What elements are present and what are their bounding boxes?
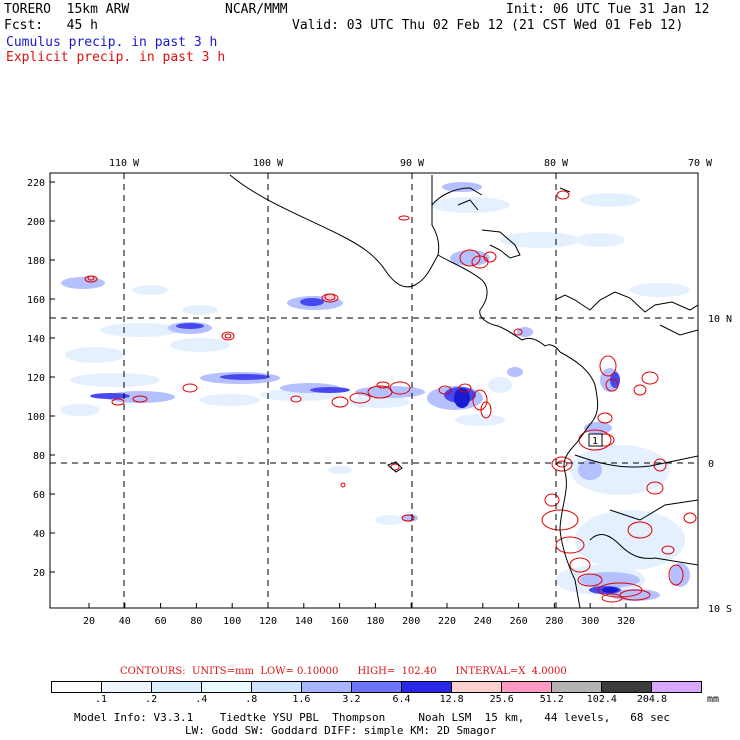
- x-tick-label: 140: [295, 616, 313, 627]
- colorbar-label: 25.6: [489, 694, 514, 705]
- colorbar-label: .1: [95, 694, 108, 705]
- axis-ticks: 20 40 60 80 100 120 140 160 180 200 220 240 260 280 30…: [27, 158, 732, 627]
- colorbar-label: .2: [145, 694, 158, 705]
- lon-label: 110 W: [109, 158, 140, 169]
- y-tick-label: 120: [27, 373, 45, 384]
- forecast-hour: Fcst: 45 h: [4, 18, 98, 33]
- colorbar-label: 1.6: [292, 694, 311, 705]
- lon-label: 80 W: [544, 158, 569, 169]
- x-tick-label: 220: [438, 616, 456, 627]
- y-tick-label: 80: [33, 451, 45, 462]
- x-tick-label: 260: [510, 616, 528, 627]
- org-label: NCAR/MMM: [225, 2, 288, 17]
- y-tick-label: 200: [27, 217, 45, 228]
- model-physics: LW: Godd SW: Goddard DIFF: simple KM: 2D…: [185, 724, 497, 737]
- x-tick-label: 160: [331, 616, 349, 627]
- x-tick-label: 100: [223, 616, 241, 627]
- colorbar-label: 51.2: [539, 694, 564, 705]
- precip-fields: [60, 174, 698, 608]
- model-title: TORERO 15km ARW: [4, 2, 130, 17]
- y-tick-label: 40: [33, 529, 45, 540]
- colorbar-cell: [551, 682, 601, 692]
- colorbar-cell: [151, 682, 201, 692]
- colorbar: [51, 681, 702, 693]
- colorbar-cell: [401, 682, 451, 692]
- init-time: Init: 06 UTC Tue 31 Jan 12: [506, 2, 710, 17]
- contours-info: CONTOURS: UNITS=mm LOW= 0.10000 HIGH= 10…: [120, 666, 567, 677]
- lon-label: 70 W: [688, 158, 713, 169]
- x-tick-label: 40: [119, 616, 131, 627]
- colorbar-cell: [201, 682, 251, 692]
- lat-label: 10 S: [708, 604, 732, 615]
- lat-label: 10 N: [708, 314, 732, 325]
- colorbar-label: 3.2: [342, 694, 361, 705]
- y-tick-label: 60: [33, 490, 45, 501]
- colorbar-label: .4: [195, 694, 208, 705]
- y-tick-label: 100: [27, 412, 45, 423]
- y-tick-label: 140: [27, 334, 45, 345]
- colorbar-cell: [351, 682, 401, 692]
- colorbar-cell: [301, 682, 351, 692]
- colorbar-label: 12.8: [439, 694, 464, 705]
- x-tick-label: 240: [474, 616, 492, 627]
- colorbar-label: .8: [245, 694, 258, 705]
- lon-label: 100 W: [253, 158, 284, 169]
- lon-label: 90 W: [400, 158, 425, 169]
- colorbar-cell: [101, 682, 151, 692]
- y-tick-label: 160: [27, 295, 45, 306]
- model-info: Model Info: V3.3.1 Tiedtke YSU PBL Thomp…: [74, 711, 671, 724]
- x-tick-label: 320: [617, 616, 635, 627]
- colorbar-label: 6.4: [392, 694, 411, 705]
- legend-explicit: Explicit precip. in past 3 h: [6, 50, 226, 65]
- colorbar-cell: [601, 682, 651, 692]
- colorbar-label: 204.8: [636, 694, 667, 705]
- x-tick-label: 280: [545, 616, 563, 627]
- colorbar-cell: [501, 682, 551, 692]
- colorbar-unit: mm: [707, 694, 720, 705]
- x-tick-label: 80: [190, 616, 202, 627]
- valid-time: Valid: 03 UTC Thu 02 Feb 12 (21 CST Wed …: [292, 18, 684, 33]
- y-tick-label: 20: [33, 568, 45, 579]
- y-tick-label: 220: [27, 178, 45, 189]
- x-tick-label: 20: [83, 616, 95, 627]
- map-frame: [49, 172, 699, 609]
- x-tick-label: 60: [155, 616, 167, 627]
- colorbar-cell: [52, 682, 101, 692]
- colorbar-cell: [651, 682, 701, 692]
- latlon-grid: [50, 173, 698, 608]
- colorbar-cell: [451, 682, 501, 692]
- x-tick-label: 200: [402, 616, 420, 627]
- max-marker-label: 1: [592, 436, 598, 447]
- x-tick-label: 120: [259, 616, 277, 627]
- x-tick-label: 180: [366, 616, 384, 627]
- lat-label: 0: [708, 459, 714, 470]
- x-tick-label: 300: [581, 616, 599, 627]
- y-tick-label: 180: [27, 256, 45, 267]
- max-marker: [588, 433, 603, 447]
- colorbar-cell: [251, 682, 301, 692]
- colorbar-label: 102.4: [586, 694, 617, 705]
- legend-cumulus: Cumulus precip. in past 3 h: [6, 35, 218, 50]
